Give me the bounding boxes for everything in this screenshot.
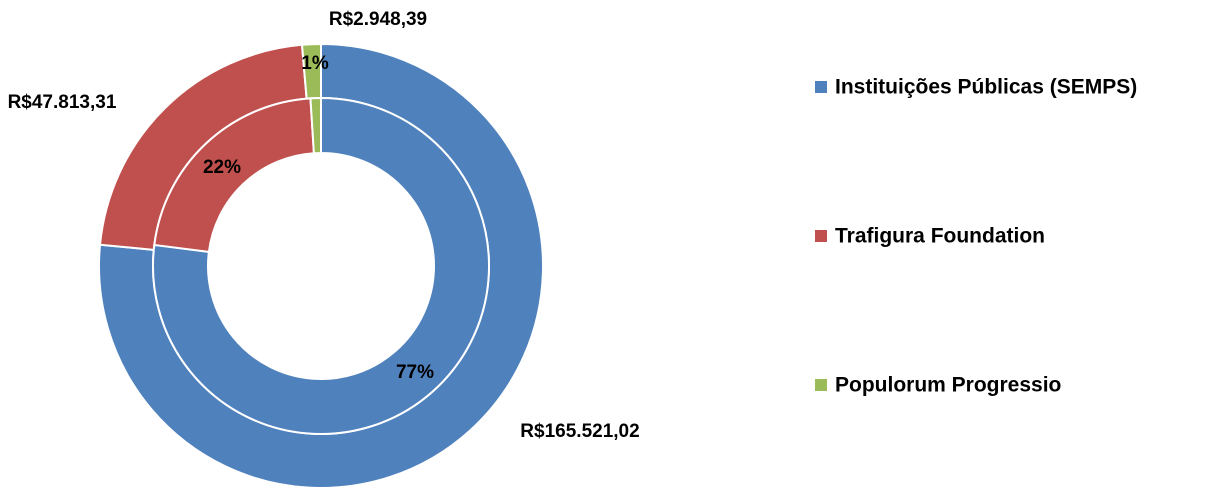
legend-swatch xyxy=(815,230,827,242)
donut-segment xyxy=(309,96,322,155)
legend-label: Trafigura Foundation xyxy=(835,225,1045,248)
legend-swatch xyxy=(815,81,827,93)
data-label: R$47.813,31 xyxy=(8,92,117,113)
data-label: R$165.521,02 xyxy=(520,421,639,442)
legend-swatch xyxy=(815,379,827,391)
donut-segment xyxy=(152,96,490,435)
data-label: 1% xyxy=(301,53,329,74)
legend-label: Instituições Públicas (SEMPS) xyxy=(835,76,1137,99)
data-label: 22% xyxy=(203,157,241,178)
legend-label: Populorum Progressio xyxy=(835,374,1061,397)
data-label: 77% xyxy=(396,362,434,383)
data-label: R$2.948,39 xyxy=(329,9,427,30)
